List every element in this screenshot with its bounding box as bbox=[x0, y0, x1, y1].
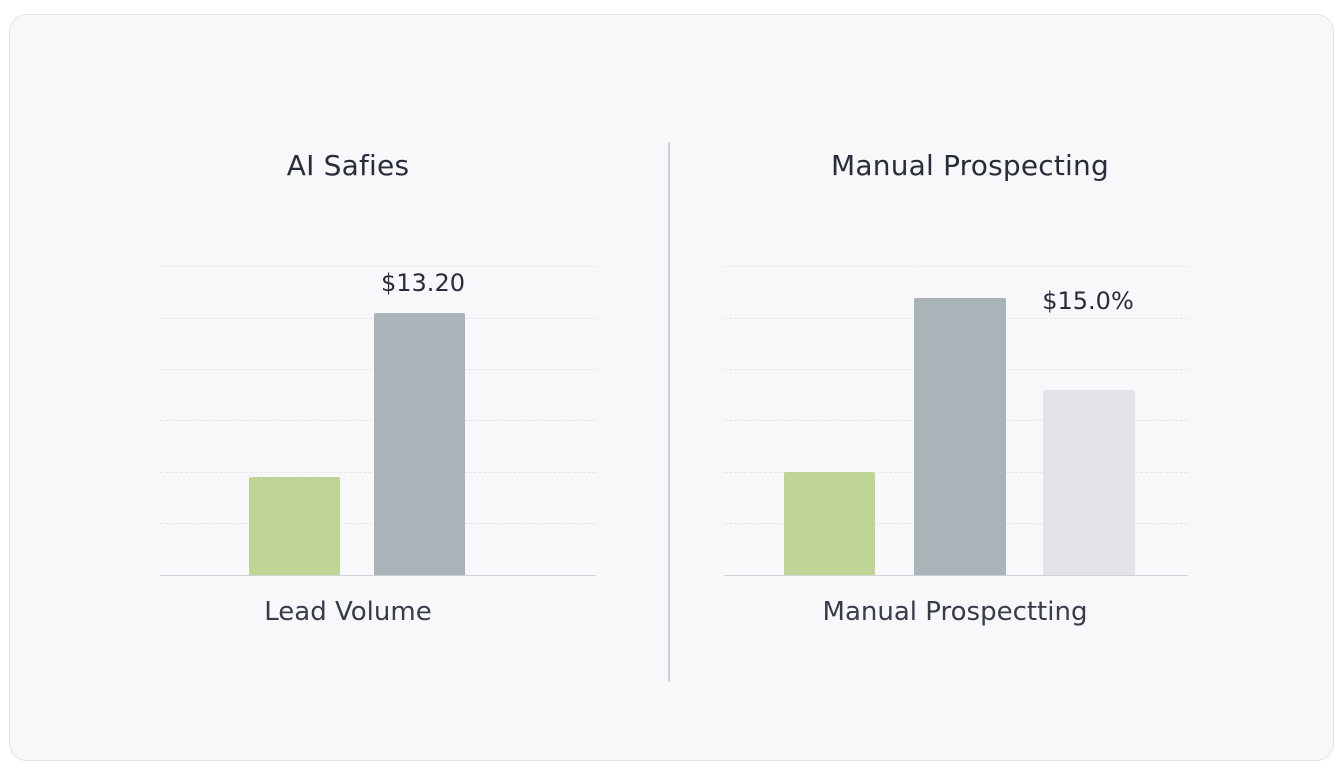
gridline bbox=[160, 266, 596, 267]
chart-card bbox=[9, 14, 1334, 761]
right-value-label: $15.0% bbox=[1042, 287, 1134, 315]
bar-gray bbox=[374, 313, 465, 575]
left-value-label: $13.20 bbox=[381, 269, 465, 297]
left-panel-xlabel: Lead Volume bbox=[264, 597, 432, 627]
right-panel-xlabel: Manual Prospectting bbox=[822, 597, 1088, 627]
left-bar-plot bbox=[160, 255, 596, 576]
bar-light bbox=[1043, 390, 1135, 575]
bar-green bbox=[784, 472, 875, 575]
x-axis-baseline bbox=[724, 575, 1188, 576]
right-panel-title: Manual Prospecting bbox=[831, 149, 1109, 182]
bar-gray bbox=[914, 298, 1006, 575]
right-bar-plot bbox=[724, 255, 1188, 576]
x-axis-baseline bbox=[160, 575, 596, 576]
bar-green bbox=[249, 477, 340, 575]
panel-divider bbox=[668, 142, 670, 682]
gridline bbox=[724, 266, 1188, 267]
left-panel-title: AI Safies bbox=[286, 149, 410, 182]
